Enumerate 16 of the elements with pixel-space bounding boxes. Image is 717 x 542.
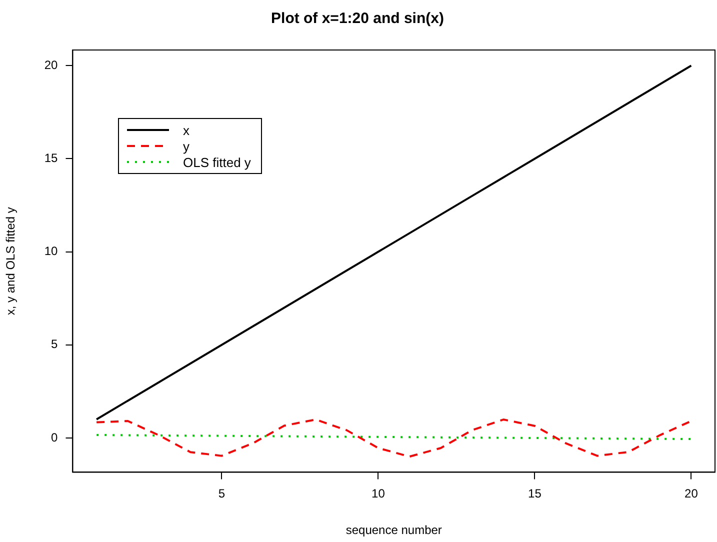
y-tick-label: 20 — [44, 58, 58, 72]
y-tick-label: 10 — [44, 244, 58, 258]
x-tick-label: 20 — [684, 486, 698, 501]
y-tick-label: 5 — [51, 337, 58, 352]
x-axis-title: sequence number — [346, 523, 442, 538]
y-tick-label: 0 — [51, 430, 58, 444]
chart-title: Plot of x=1:20 and sin(x) — [271, 10, 444, 28]
legend-label: y — [183, 138, 190, 154]
x-tick-label: 15 — [528, 486, 542, 501]
y-tick-label: 15 — [44, 151, 58, 166]
y-axis-title: x, y and OLS fitted y — [4, 207, 18, 316]
x-tick-label: 5 — [218, 486, 226, 501]
x-tick-label: 10 — [372, 486, 386, 501]
legend-label: OLS fitted y — [183, 154, 251, 170]
legend-label: x — [183, 122, 190, 138]
line-series — [96, 418, 692, 458]
